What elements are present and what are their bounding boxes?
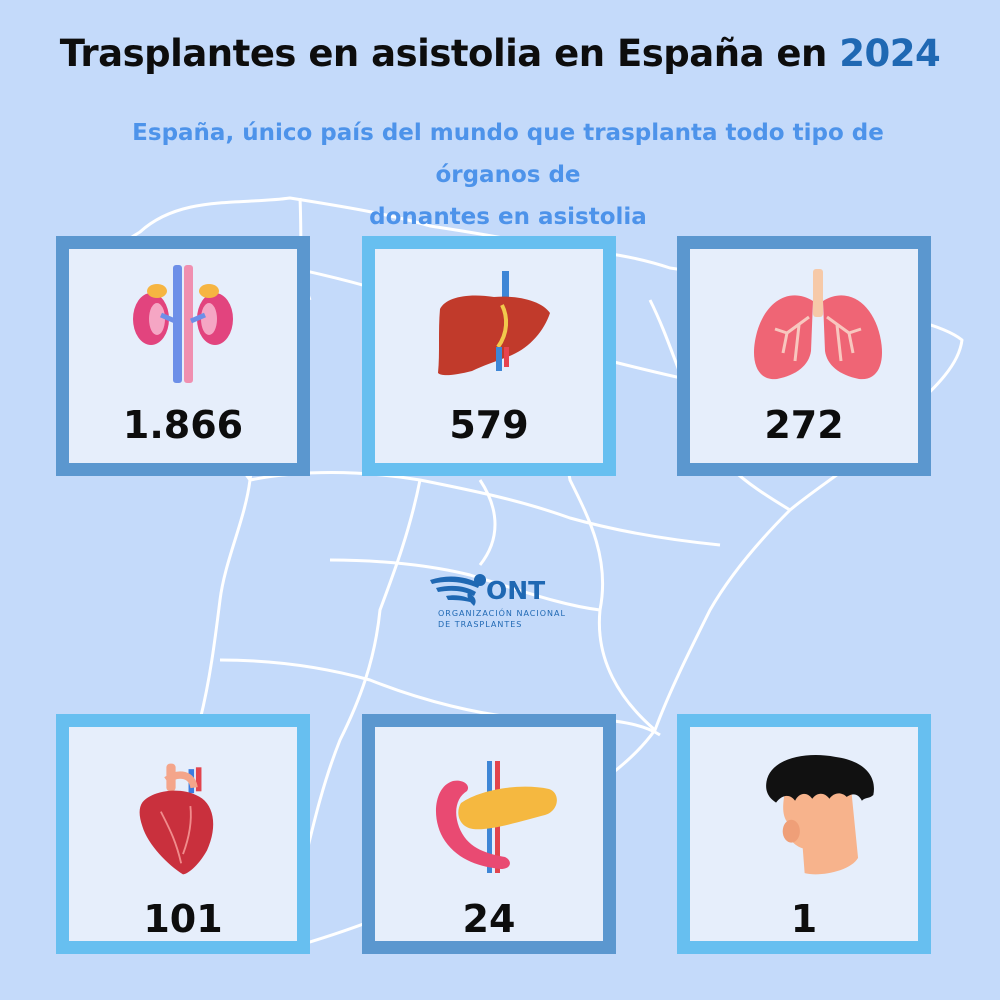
subtitle-line-2: donantes en asistolia [369, 204, 647, 230]
organ-card-kidney: 1.866 [56, 236, 310, 476]
title-year: 2024 [839, 32, 941, 75]
organ-value-pancreas: 24 [462, 897, 516, 941]
logo-acronym: ONT [486, 576, 545, 605]
organ-value-kidney: 1.866 [122, 403, 244, 447]
kidney-icon [133, 265, 233, 383]
liver-icon [438, 271, 550, 376]
ont-logo: ONT ORGANIZACIÓN NACIONAL DE TRASPLANTES [430, 574, 566, 629]
heart-icon [139, 763, 214, 875]
organ-card-heart: 101 [56, 714, 310, 954]
organ-card-pancreas: 24 [362, 714, 616, 954]
organ-value-face: 1 [790, 897, 818, 941]
title-text: Trasplantes en asistolia en España en [59, 32, 828, 75]
face-icon [766, 754, 874, 875]
organ-value-lungs: 272 [764, 403, 844, 447]
organ-value-heart: 101 [143, 897, 223, 941]
organ-card-face: 1 [677, 714, 931, 954]
page-title: Trasplantes en asistolia en España en 20… [0, 32, 1000, 75]
organ-card-liver: 579 [362, 236, 616, 476]
pancreas-icon [435, 761, 557, 873]
organ-value-liver: 579 [449, 403, 529, 447]
page-subtitle: España, único país del mundo que traspla… [90, 112, 926, 238]
subtitle-line-1: España, único país del mundo que traspla… [132, 120, 884, 188]
lungs-icon [753, 269, 883, 380]
logo-line-2: DE TRASPLANTES [438, 620, 522, 629]
logo-line-1: ORGANIZACIÓN NACIONAL [438, 607, 566, 618]
organ-card-lungs: 272 [677, 236, 931, 476]
